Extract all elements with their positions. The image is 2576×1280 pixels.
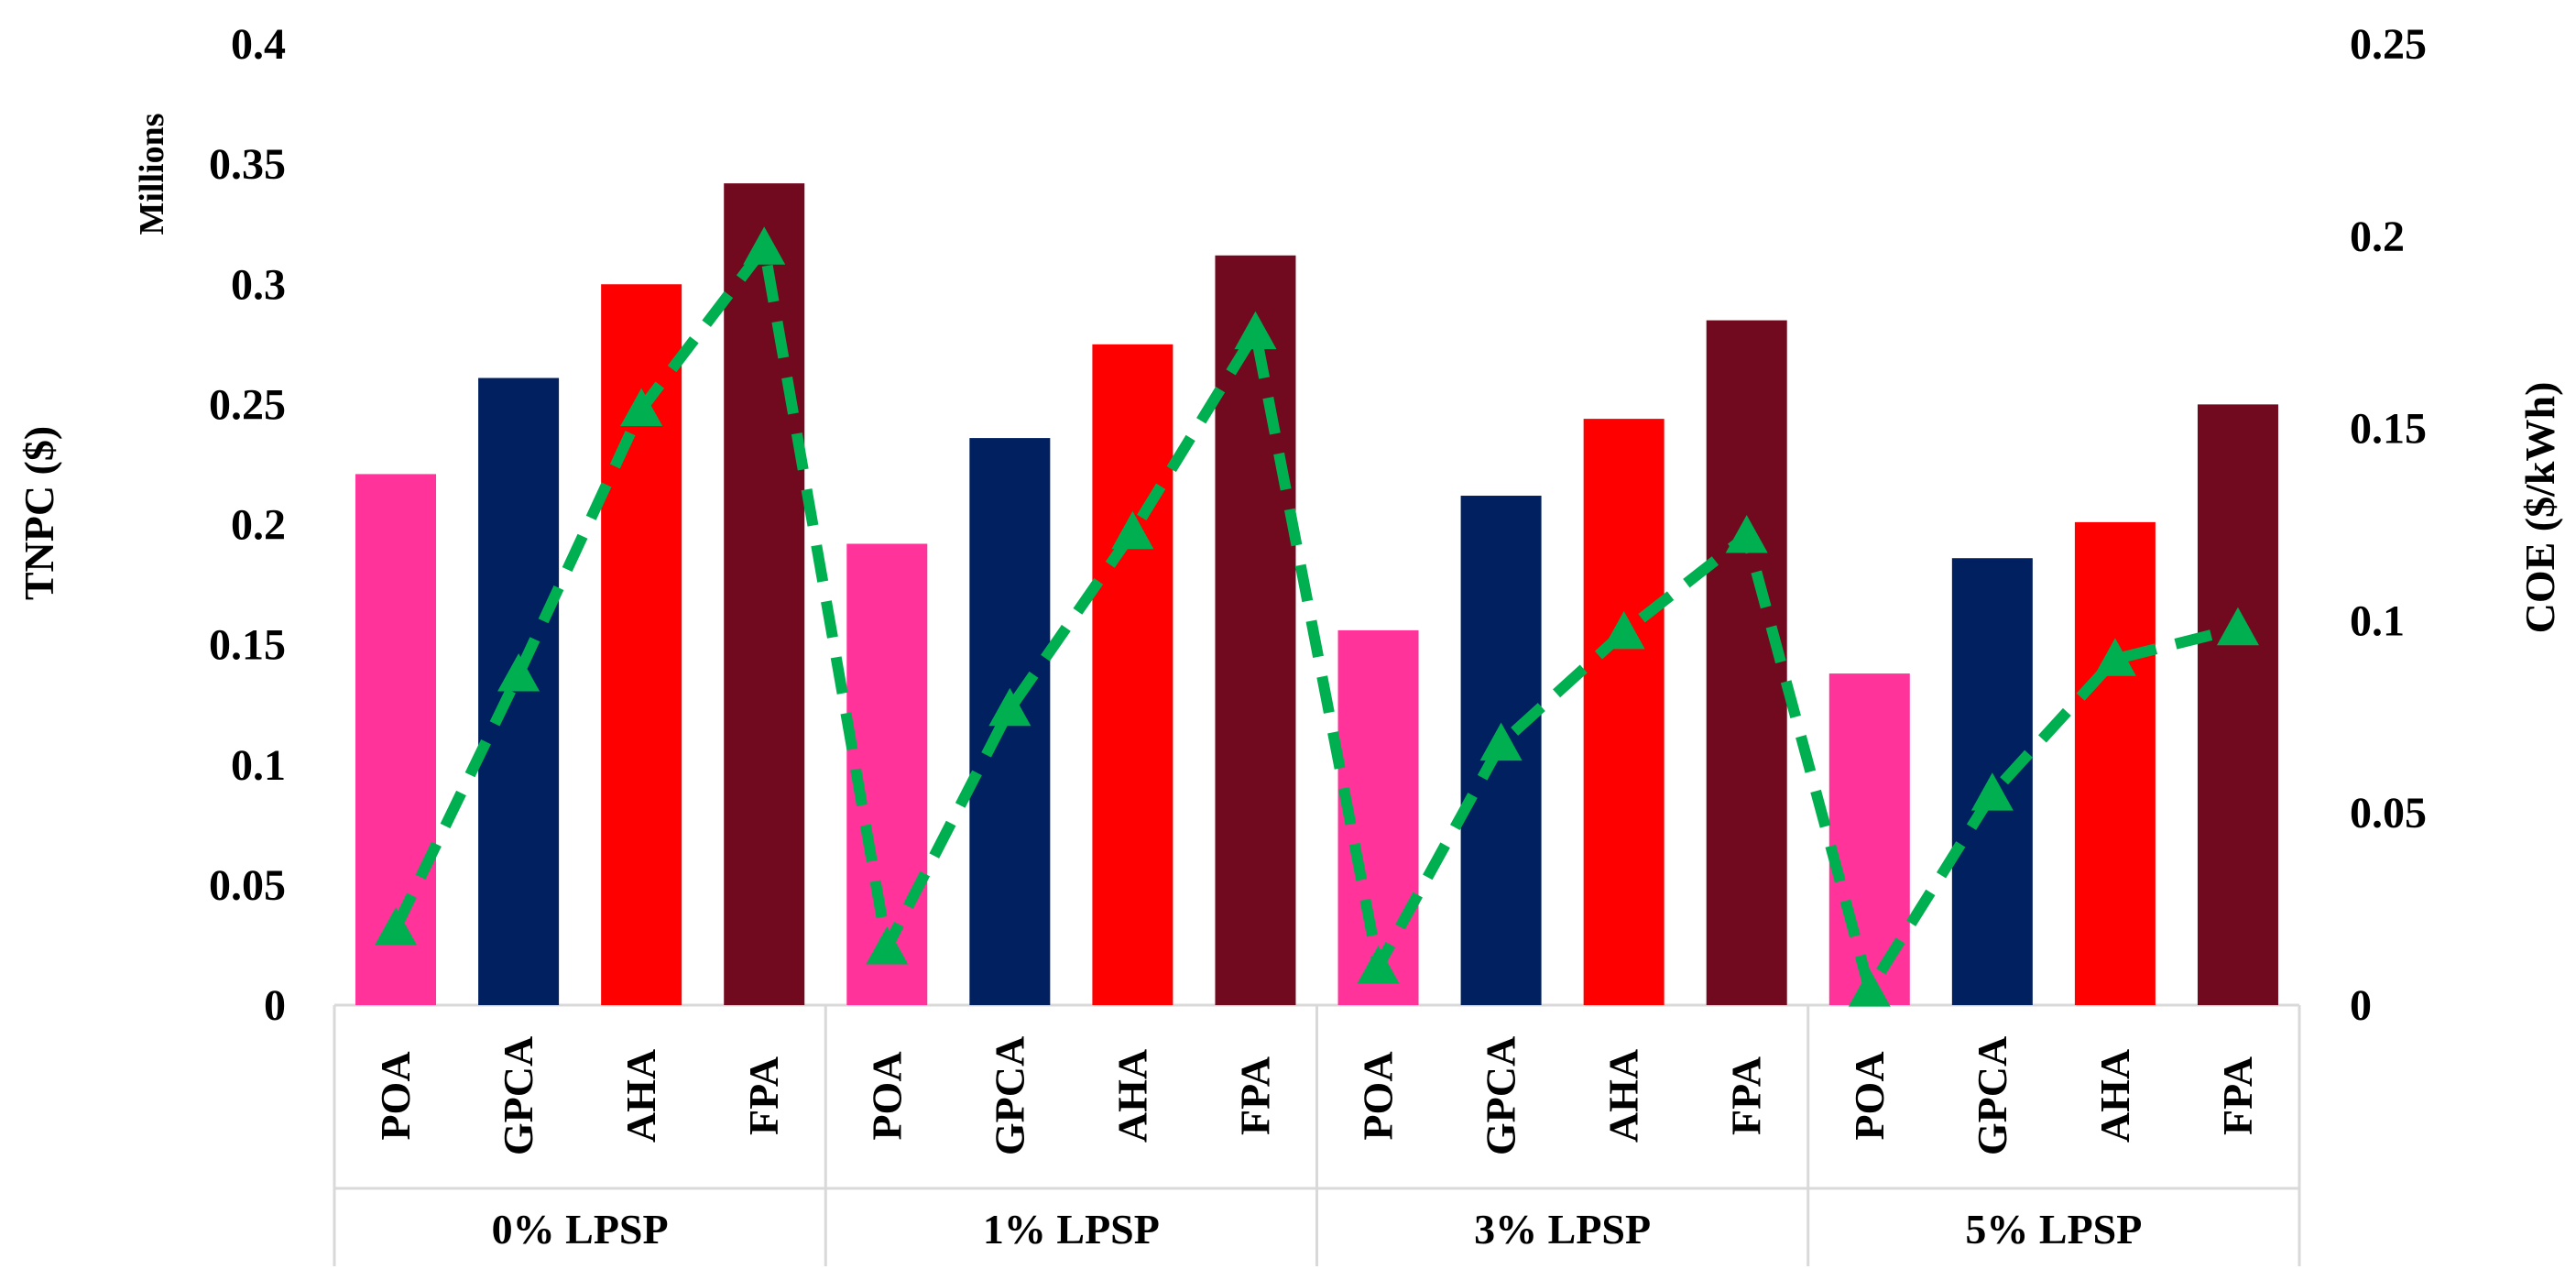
coe-marker [743, 226, 786, 265]
left-tick-label: 0.25 [209, 380, 286, 429]
coe-marker [1725, 515, 1768, 553]
category-label: AHA [1600, 1049, 1647, 1143]
bar-fpa [1215, 255, 1296, 1005]
right-tick-label: 0 [2350, 981, 2372, 1030]
category-label: GPCA [986, 1036, 1032, 1155]
bar-aha [1583, 419, 1665, 1005]
coe-marker [1602, 610, 1645, 650]
coe-marker [497, 653, 540, 692]
category-label: GPCA [1969, 1036, 2015, 1155]
left-tick-label: 0.1 [231, 741, 286, 790]
coe-marker [1234, 311, 1277, 350]
coe-marker [1970, 772, 2014, 811]
bar-fpa [724, 183, 805, 1006]
left-tick-label: 0.3 [231, 260, 286, 309]
category-label: FPA [740, 1056, 787, 1135]
bar-poa [1828, 673, 1910, 1005]
category-label: POA [1355, 1051, 1402, 1140]
right-tick-label: 0.2 [2350, 213, 2405, 261]
right-tick-label: 0.25 [2350, 20, 2427, 69]
category-label: AHA [617, 1049, 664, 1143]
category-label: POA [372, 1051, 419, 1140]
category-label: AHA [2091, 1049, 2138, 1143]
axes-layer: 0 0.05 0.1 0.15 0.2 0.25 0.3 0.35 0.4 0 0.05 0.1 0.1… [209, 20, 2427, 1266]
category-label: FPA [1723, 1056, 1770, 1135]
bar-fpa [1706, 320, 1787, 1005]
coe-marker [1111, 510, 1154, 550]
group-label: 5% LPSP [1965, 1206, 2142, 1253]
category-label: POA [1846, 1051, 1893, 1140]
coe-marker [1848, 968, 1891, 1007]
coe-marker [2216, 607, 2259, 646]
coe-marker [866, 926, 909, 965]
right-tick-label: 0.05 [2350, 789, 2427, 837]
left-axis-title: TNPC ($) [16, 426, 62, 600]
coe-marker [2093, 638, 2136, 676]
left-tick-label: 0.4 [231, 20, 286, 69]
left-tick-label: 0.35 [209, 140, 286, 189]
coe-marker [620, 388, 663, 427]
right-tick-label: 0.15 [2350, 405, 2427, 454]
coe-marker [375, 907, 418, 946]
coe-line [390, 242, 2240, 996]
left-unit-label: Millions [133, 113, 171, 235]
bar-gpca [478, 377, 560, 1006]
left-tick-label: 0.15 [209, 621, 286, 670]
category-label: FPA [2214, 1056, 2261, 1135]
coe-marker [1479, 722, 1523, 761]
category-label: GPCA [495, 1036, 541, 1155]
coe-marker [988, 687, 1031, 727]
category-label: GPCA [1478, 1036, 1524, 1155]
right-tick-label: 0.1 [2350, 596, 2405, 645]
bar-fpa [2197, 404, 2278, 1005]
left-tick-label: 0.2 [231, 501, 286, 550]
left-tick-label: 0 [264, 981, 286, 1030]
labels-layer: Millions TNPC ($) COE ($/kWh) [16, 113, 2563, 633]
bars-layer [355, 183, 2278, 1006]
coe-marker [1357, 946, 1400, 984]
group-label: 3% LPSP [1474, 1206, 1651, 1253]
right-axis-title: COE ($/kWh) [2516, 382, 2563, 634]
category-label: FPA [1231, 1056, 1278, 1135]
coe-line-layer [375, 226, 2259, 1007]
group-label: 0% LPSP [492, 1206, 669, 1253]
group-label: 1% LPSP [983, 1206, 1160, 1253]
category-label: AHA [1108, 1049, 1155, 1143]
bar-aha [1092, 344, 1173, 1005]
left-tick-label: 0.05 [209, 861, 286, 910]
bar-aha [2074, 521, 2156, 1005]
category-label: POA [863, 1051, 910, 1140]
